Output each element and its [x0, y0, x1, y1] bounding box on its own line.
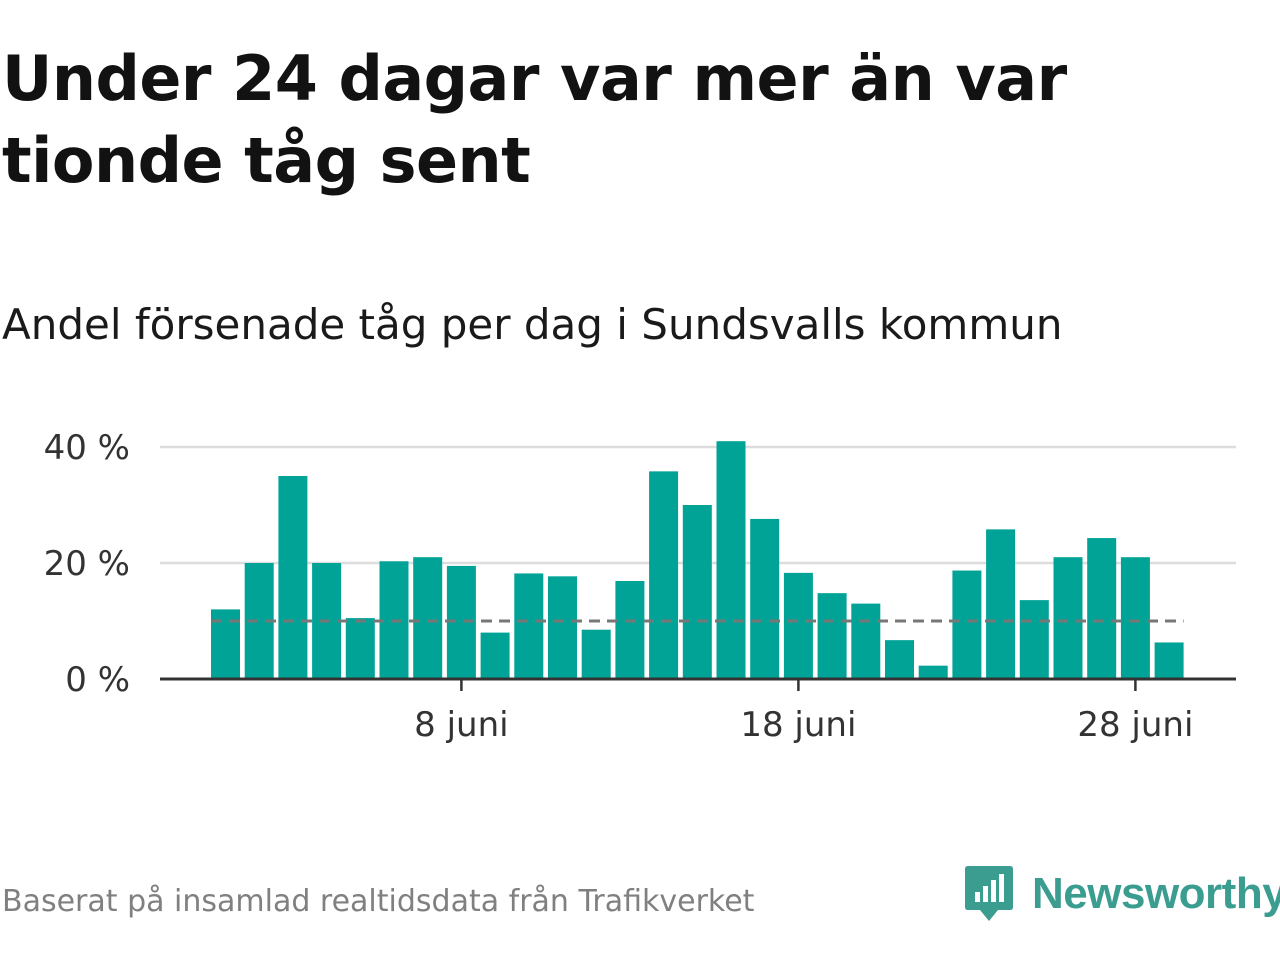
newsworthy-logo: Newsworthy	[964, 864, 1280, 924]
y-tick-label: 20 %	[44, 544, 130, 584]
bar	[413, 557, 443, 679]
bar	[851, 603, 881, 679]
bar	[986, 529, 1016, 679]
x-tick-label: 18 juni	[740, 705, 856, 745]
chart-headline: Under 24 dagar var mer än var tionde tåg…	[2, 42, 1067, 197]
bar	[514, 573, 544, 679]
newsworthy-logo-text: Newsworthy	[1032, 869, 1280, 918]
bar	[918, 665, 948, 679]
bar	[1120, 557, 1150, 679]
bar	[885, 640, 914, 679]
bar	[1019, 600, 1049, 679]
x-axis	[160, 677, 1236, 691]
bar	[750, 518, 780, 679]
bar	[716, 441, 746, 679]
bar	[783, 572, 813, 679]
bar	[682, 505, 712, 679]
bar-chart: 0 % 20 % 40 % 8 juni 18 juni 28 juni	[44, 428, 1236, 745]
y-tick-label: 0 %	[65, 660, 130, 700]
x-tick-label: 8 juni	[414, 705, 508, 745]
y-axis-labels: 0 % 20 % 40 %	[44, 428, 130, 700]
bar	[345, 618, 375, 679]
source-note: Baserat på insamlad realtidsdata från Tr…	[2, 884, 755, 919]
bar	[1087, 538, 1117, 679]
bar	[548, 576, 577, 679]
bar	[1154, 642, 1184, 679]
bar	[480, 632, 510, 679]
bar	[817, 593, 847, 679]
x-tick-label: 28 juni	[1077, 705, 1193, 745]
bars	[211, 441, 1184, 679]
bar	[581, 629, 611, 679]
chart-subtitle: Andel försenade tåg per dag i Sundsvalls…	[2, 300, 1063, 349]
bar	[615, 580, 645, 679]
y-tick-label: 40 %	[44, 428, 130, 468]
newsworthy-logo-icon	[965, 866, 1013, 921]
bar	[1053, 557, 1083, 679]
x-axis-labels: 8 juni 18 juni 28 juni	[414, 705, 1193, 745]
bar	[278, 476, 308, 679]
bar	[952, 570, 982, 679]
bar	[649, 471, 679, 679]
